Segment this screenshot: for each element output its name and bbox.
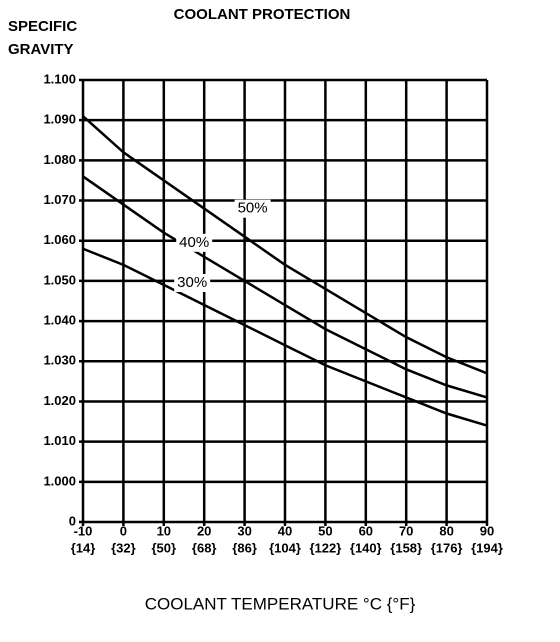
- x-tick-label: 80: [439, 523, 453, 538]
- series-label: 30%: [177, 274, 207, 291]
- y-tick-label: 1.040: [43, 313, 76, 328]
- series-line: [82, 247, 488, 427]
- x-tick-label-f: {122}: [309, 540, 341, 555]
- series-line: [82, 115, 488, 375]
- x-tick-label-f: {32}: [111, 540, 136, 555]
- x-tick-label-f: {158}: [390, 540, 422, 555]
- x-tick-label: 0: [120, 523, 127, 538]
- chart-title: COOLANT PROTECTION: [174, 6, 351, 23]
- series-label: 50%: [238, 200, 268, 217]
- y-tick-label: 1.080: [43, 152, 76, 167]
- series-line: [82, 175, 488, 399]
- x-tick-label: 90: [480, 523, 494, 538]
- x-tick-label: 60: [359, 523, 373, 538]
- y-tick-label: 1.020: [43, 393, 76, 408]
- y-tick-label: 1.090: [43, 112, 76, 127]
- y-tick-label: 1.100: [43, 71, 76, 86]
- x-tick-label: 40: [278, 523, 292, 538]
- x-tick-label-f: {176}: [431, 540, 463, 555]
- x-tick-label-f: {104}: [269, 540, 301, 555]
- label-bg: [174, 274, 211, 293]
- y-tick-label: 1.060: [43, 232, 76, 247]
- y-tick-label: 1.030: [43, 353, 76, 368]
- x-tick-label: -10: [74, 523, 93, 538]
- x-tick-label-f: {194}: [471, 540, 503, 555]
- y-tick-label: 0: [69, 513, 76, 528]
- x-tick-label: 20: [197, 523, 211, 538]
- y-tick-label: 1.070: [43, 192, 76, 207]
- x-tick-label: 30: [237, 523, 251, 538]
- x-tick-label-f: {50}: [152, 540, 177, 555]
- label-bg: [234, 199, 271, 218]
- x-tick-label-f: {86}: [232, 540, 257, 555]
- y-axis-label: GRAVITY: [8, 41, 74, 58]
- x-axis-label: COOLANT TEMPERATURE °C {°F}: [145, 594, 416, 613]
- x-tick-label-f: {68}: [192, 540, 217, 555]
- y-tick-label: 1.050: [43, 272, 76, 287]
- x-tick-label: 70: [399, 523, 413, 538]
- y-tick-label: 1.010: [43, 433, 76, 448]
- label-bg: [176, 233, 213, 252]
- x-tick-label-f: {14}: [71, 540, 96, 555]
- y-tick-label: 1.000: [43, 473, 76, 488]
- x-tick-label: 50: [318, 523, 332, 538]
- series-label: 40%: [179, 234, 209, 251]
- x-tick-label-f: {140}: [350, 540, 382, 555]
- y-axis-label: SPECIFIC: [8, 18, 77, 35]
- x-tick-label: 10: [157, 523, 171, 538]
